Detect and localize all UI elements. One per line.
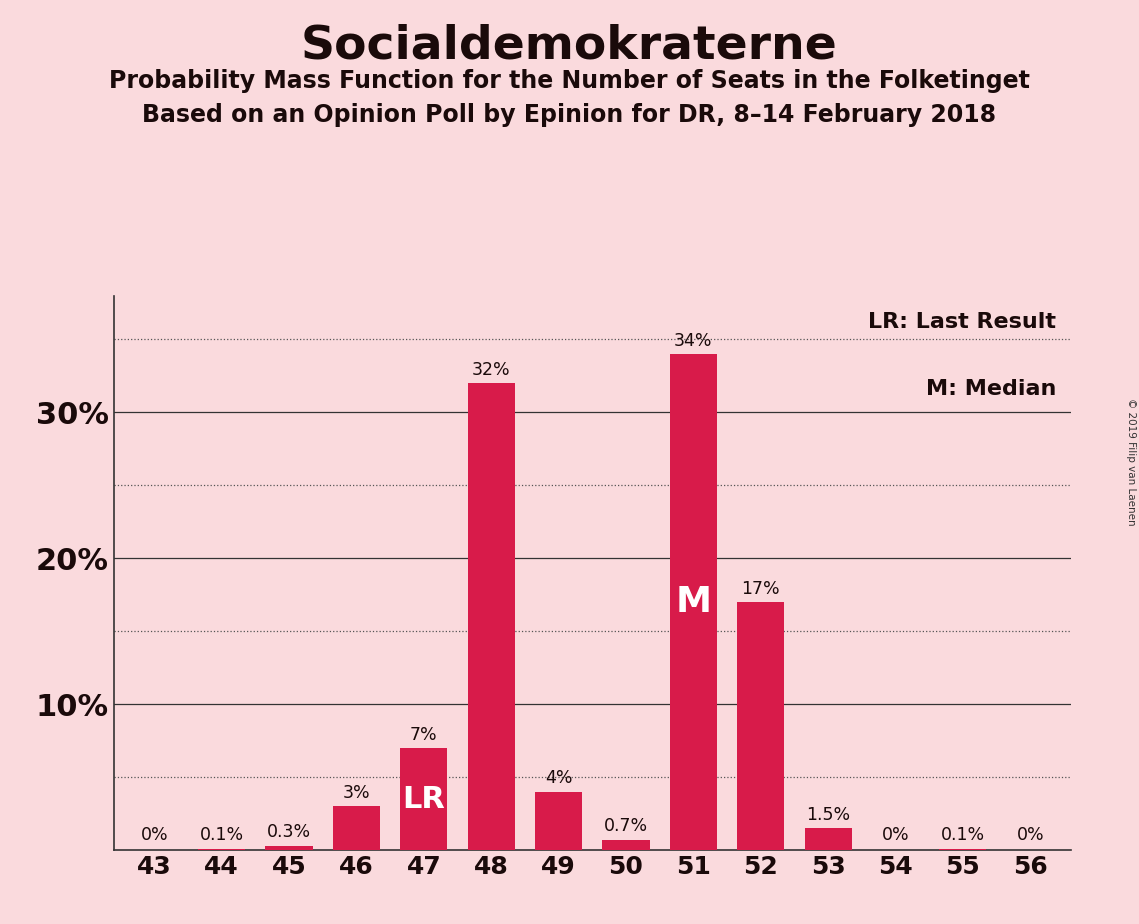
- Text: LR: LR: [402, 784, 445, 813]
- Text: © 2019 Filip van Laenen: © 2019 Filip van Laenen: [1126, 398, 1136, 526]
- Text: Probability Mass Function for the Number of Seats in the Folketinget: Probability Mass Function for the Number…: [109, 69, 1030, 93]
- Text: 1.5%: 1.5%: [806, 806, 850, 824]
- Bar: [400, 748, 448, 850]
- Bar: [603, 840, 649, 850]
- Bar: [804, 828, 852, 850]
- Text: Socialdemokraterne: Socialdemokraterne: [301, 23, 838, 68]
- Text: 0.3%: 0.3%: [267, 823, 311, 842]
- Text: M: Median: M: Median: [926, 379, 1056, 399]
- Text: 4%: 4%: [544, 770, 572, 787]
- Text: 34%: 34%: [674, 332, 713, 349]
- Text: LR: Last Result: LR: Last Result: [868, 312, 1056, 333]
- Text: 0%: 0%: [1016, 826, 1044, 845]
- Text: 3%: 3%: [343, 784, 370, 802]
- Bar: [940, 848, 986, 850]
- Text: 17%: 17%: [741, 579, 780, 598]
- Text: 0.1%: 0.1%: [199, 826, 244, 845]
- Text: 0.1%: 0.1%: [941, 826, 985, 845]
- Bar: [468, 383, 515, 850]
- Bar: [670, 354, 716, 850]
- Text: 7%: 7%: [410, 725, 437, 744]
- Bar: [198, 848, 245, 850]
- Bar: [333, 807, 380, 850]
- Text: 32%: 32%: [472, 361, 510, 379]
- Text: 0.7%: 0.7%: [604, 818, 648, 835]
- Text: M: M: [675, 585, 712, 619]
- Bar: [737, 602, 785, 850]
- Bar: [265, 845, 313, 850]
- Text: 0%: 0%: [882, 826, 909, 845]
- Text: Based on an Opinion Poll by Epinion for DR, 8–14 February 2018: Based on an Opinion Poll by Epinion for …: [142, 103, 997, 128]
- Bar: [535, 792, 582, 850]
- Text: 0%: 0%: [140, 826, 169, 845]
